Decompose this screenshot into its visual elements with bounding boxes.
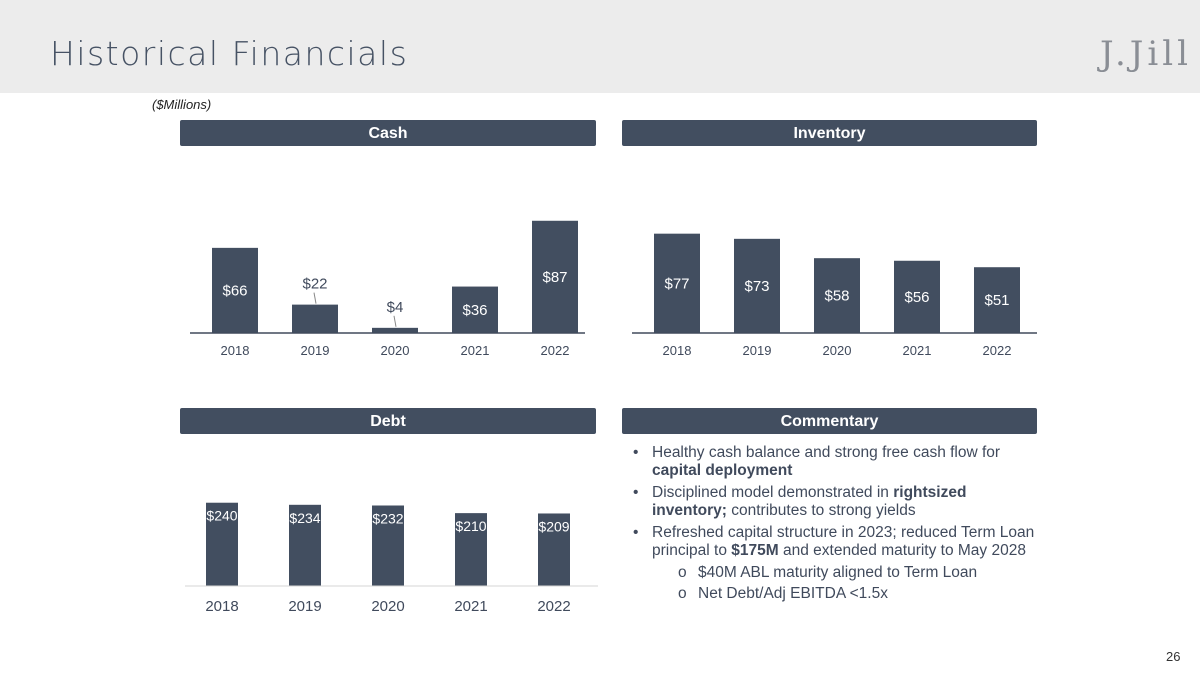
commentary-panel-header: Commentary [622, 408, 1037, 434]
debt-tick-label: 2018 [205, 598, 238, 615]
debt-bar-2022 [538, 513, 570, 586]
debt-tick-label: 2021 [454, 598, 487, 615]
cash-data-label: $36 [462, 302, 487, 319]
cash-bar-2022 [532, 220, 578, 333]
debt-data-label: $232 [372, 510, 403, 526]
inventory-tick-label: 2022 [983, 343, 1012, 358]
cash-bar-2020 [372, 327, 418, 333]
page-title: Historical Financials [50, 34, 409, 73]
inventory-bar-2022 [974, 267, 1020, 333]
inventory-bar-2020 [814, 258, 860, 333]
cash-label-leader [393, 315, 397, 327]
debt-data-label: $209 [538, 518, 569, 534]
commentary-item-cash: • Healthy cash balance and strong free c… [633, 444, 1001, 479]
debt-panel-header: Debt [180, 408, 596, 434]
debt-tick-label: 2019 [288, 598, 321, 615]
debt-bar-2018 [206, 502, 238, 586]
inventory-bar-2019 [734, 238, 780, 333]
commentary-subitem-leverage: o Net Debt/Adj EBITDA <1.5x [678, 585, 888, 602]
debt-bar-2020 [372, 505, 404, 586]
cash-data-label: $4 [387, 299, 404, 316]
commentary-item-capital: • Refreshed capital structure in 2023; r… [633, 524, 1035, 559]
inventory-bar-2021 [894, 260, 940, 333]
inventory-panel-header: Inventory [622, 120, 1037, 146]
cash-tick-label: 2022 [541, 343, 570, 358]
hollow-bullet-icon: o [678, 564, 687, 581]
debt-data-label: $210 [455, 518, 486, 534]
cash-bar-2021 [452, 286, 498, 333]
cash-bar-2018 [212, 247, 258, 333]
bullet-icon: • [633, 444, 639, 461]
inventory-chart: $77 2018 $73 2019 $58 2020 $56 2021 $51 2022 [632, 233, 1037, 358]
bullet-icon: • [633, 484, 639, 501]
cash-data-label: $87 [542, 269, 567, 286]
brand-logo: J.Jill [1100, 34, 1193, 74]
slide-header [0, 0, 1200, 93]
inventory-data-label: $73 [744, 278, 769, 295]
debt-data-label: $240 [206, 508, 237, 524]
debt-tick-label: 2020 [371, 598, 404, 615]
cash-tick-label: 2020 [381, 343, 410, 358]
cash-tick-label: 2021 [461, 343, 490, 358]
commentary-item-inventory: • Disciplined model demonstrated in righ… [633, 484, 967, 519]
inventory-data-label: $56 [904, 289, 929, 306]
hollow-bullet-icon: o [678, 585, 687, 602]
inventory-bar-2018 [654, 233, 700, 333]
debt-bar-2021 [455, 513, 487, 586]
inventory-tick-label: 2020 [823, 343, 852, 358]
inventory-tick-label: 2019 [743, 343, 772, 358]
cash-data-label: $22 [302, 276, 327, 293]
cash-tick-label: 2019 [301, 343, 330, 358]
cash-panel-header: Cash [180, 120, 596, 146]
cash-bar-2019 [292, 304, 338, 333]
inventory-tick-label: 2021 [903, 343, 932, 358]
units-note: ($Millions) [152, 97, 212, 112]
commentary-list: • Healthy cash balance and strong free c… [630, 444, 1035, 606]
cash-chart: $66 2018 $22 2019 $4 2020 $36 2021 $87 2022 [190, 220, 585, 358]
inventory-data-label: $77 [664, 275, 689, 292]
inventory-data-label: $51 [984, 292, 1009, 309]
cash-data-label: $66 [222, 282, 247, 299]
page-number: 26 [1166, 649, 1181, 664]
cash-label-leader [313, 292, 317, 304]
inventory-tick-label: 2018 [663, 343, 692, 358]
debt-data-label: $234 [289, 510, 320, 526]
bullet-icon: • [633, 524, 639, 541]
inventory-data-label: $58 [824, 288, 849, 305]
debt-bar-2019 [289, 504, 321, 586]
commentary-subitem-abl: o $40M ABL maturity aligned to Term Loan [678, 564, 978, 581]
cash-tick-label: 2018 [221, 343, 250, 358]
debt-chart: $240 2018 $234 2019 $232 2020 $210 2021 $209 2022 [185, 502, 598, 615]
debt-tick-label: 2022 [537, 598, 570, 615]
